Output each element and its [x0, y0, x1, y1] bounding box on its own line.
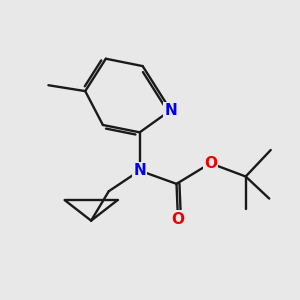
Text: O: O [172, 212, 184, 227]
Text: N: N [164, 103, 177, 118]
Text: N: N [133, 163, 146, 178]
Text: O: O [204, 156, 217, 171]
